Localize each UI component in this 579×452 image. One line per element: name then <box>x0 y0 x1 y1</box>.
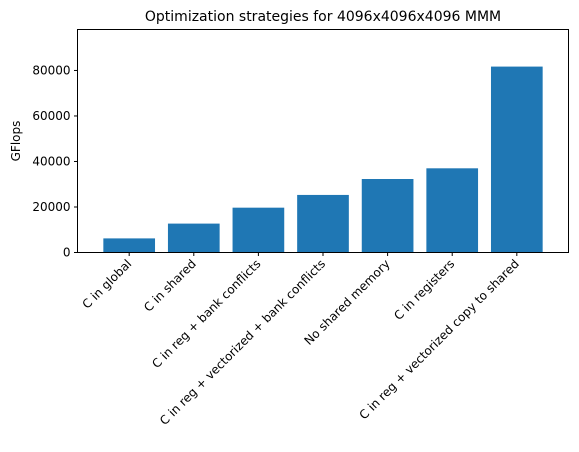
bar-4 <box>297 194 349 253</box>
y-tick-label: 80000 <box>32 63 70 77</box>
x-tick-label: C in shared <box>141 257 199 315</box>
bar-3 <box>232 207 285 253</box>
y-tick-label: 20000 <box>32 200 70 214</box>
y-tick-label: 60000 <box>32 109 70 123</box>
y-tick-label: 0 <box>63 246 71 260</box>
bar-5 <box>361 179 414 253</box>
bars-group <box>103 66 543 253</box>
y-tick-label: 40000 <box>32 154 70 168</box>
y-ticks-group: 0 20000 40000 60000 80000 <box>32 63 78 260</box>
bar-2 <box>167 223 220 253</box>
y-axis-label: GFlops <box>9 121 23 162</box>
bar-7 <box>490 66 543 253</box>
x-tick-label: C in registers <box>391 257 457 323</box>
x-tick-label: C in reg + bank conflicts <box>149 257 263 371</box>
x-tick-label: C in global <box>79 257 134 312</box>
plot-frame <box>77 29 569 253</box>
chart-title: Optimization strategies for 4096x4096x40… <box>145 9 501 25</box>
bar-1 <box>103 238 156 253</box>
bar-6 <box>426 168 479 253</box>
